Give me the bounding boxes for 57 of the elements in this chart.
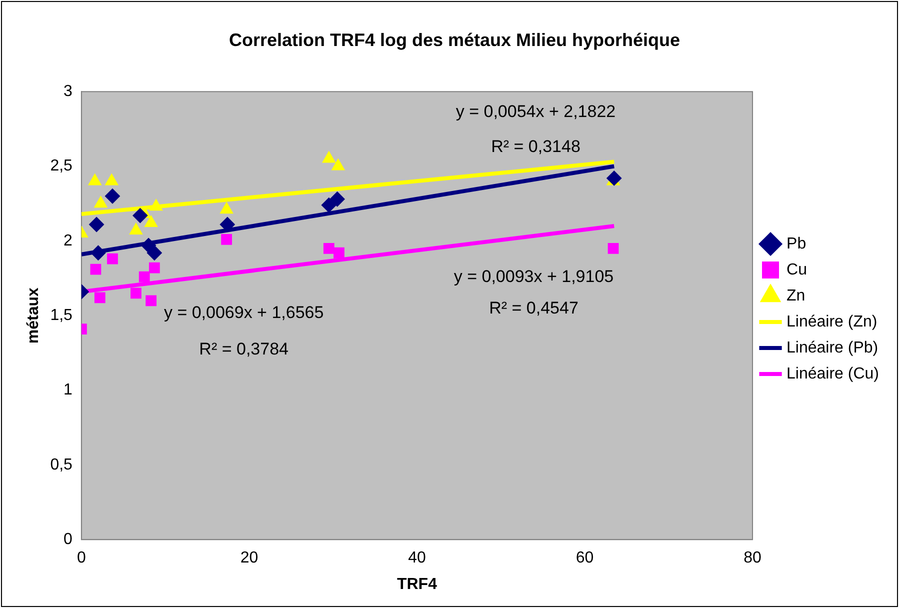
x-axis-title: TRF4	[396, 576, 438, 593]
point	[94, 292, 106, 304]
point	[323, 242, 334, 254]
x-tick-label: 60	[576, 550, 594, 567]
x-tick-label: 20	[240, 550, 258, 567]
point	[146, 295, 157, 306]
point	[88, 174, 102, 186]
y-tick-label: 2	[64, 232, 73, 250]
y-tick-label: 2,5	[50, 158, 73, 175]
y-tick-label: 1	[64, 382, 73, 399]
point	[148, 262, 160, 274]
x-tick-label: 40	[408, 550, 426, 567]
legend-label: Linéaire (Pb)	[786, 339, 878, 356]
legend-label: Cu	[786, 261, 807, 278]
point	[220, 202, 234, 214]
point	[89, 217, 104, 232]
point	[608, 242, 619, 254]
point	[606, 170, 622, 186]
point	[90, 245, 106, 260]
annotation: y = 0,0093x + 1,9105	[454, 266, 614, 286]
point	[130, 288, 142, 299]
point	[107, 253, 118, 264]
y-tick-label: 0	[64, 531, 73, 548]
y-tick-label: 1,5	[50, 307, 73, 324]
point	[322, 151, 336, 163]
point	[104, 188, 120, 204]
point	[144, 216, 158, 228]
point	[332, 158, 345, 170]
point	[146, 245, 162, 260]
annotation: y = 0,0054x + 2,1822	[456, 102, 616, 121]
annotation: R² = 0,3148	[491, 136, 580, 156]
annotation: y = 0,0069x + 1,6565	[164, 303, 324, 322]
y-axis-title: métaux	[25, 287, 42, 344]
point	[105, 174, 118, 186]
y-tick-label: 3	[64, 83, 73, 100]
point	[334, 247, 344, 258]
x-tick-label: 80	[744, 550, 762, 567]
legend-label: Zn	[786, 287, 806, 304]
point	[150, 199, 163, 211]
point	[220, 217, 235, 232]
y-tick-label: 0,5	[50, 456, 73, 474]
point	[90, 264, 102, 275]
point	[94, 196, 108, 208]
point	[138, 271, 150, 282]
legend-label: Pb	[786, 235, 806, 252]
legend-label: Linéaire (Zn)	[786, 313, 878, 330]
x-tick-label: 0	[76, 550, 86, 567]
annotation: R² = 0,4547	[489, 298, 578, 318]
point	[330, 192, 345, 207]
point	[129, 222, 143, 234]
point	[321, 198, 336, 213]
point	[221, 234, 232, 245]
annotation: R² = 0,3784	[199, 339, 288, 358]
point	[132, 208, 148, 224]
point	[141, 238, 156, 253]
legend-label: Linéaire (Cu)	[786, 365, 879, 382]
chart-title: Correlation TRF4 log des métaux Milieu hyporhéique	[228, 30, 680, 50]
